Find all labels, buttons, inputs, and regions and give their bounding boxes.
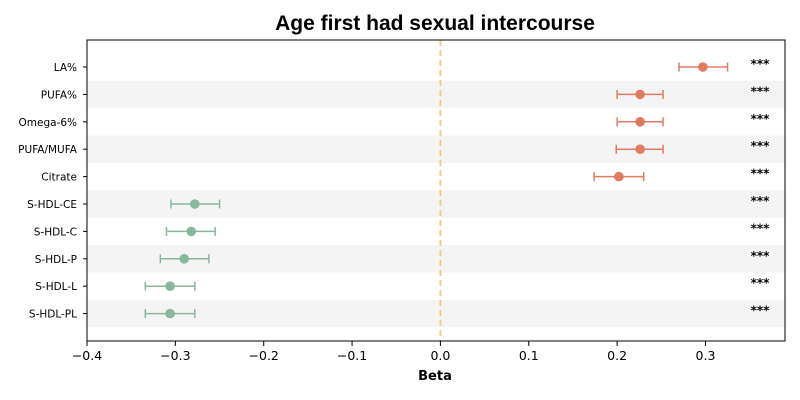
chart-title: Age first had sexual intercourse — [275, 12, 595, 35]
x-tick-label: 0.3 — [696, 348, 716, 363]
data-marks — [144, 62, 729, 319]
y-tick-label: S-HDL-PL — [29, 309, 77, 321]
x-axis-label: Beta — [418, 369, 452, 384]
beta-point — [165, 281, 175, 292]
y-tick-label: S-HDL-C — [34, 226, 77, 238]
significance-label: *** — [751, 276, 771, 290]
beta-point — [189, 199, 200, 209]
significance-label: *** — [751, 112, 771, 126]
x-tick-label: 0.2 — [607, 348, 627, 363]
beta-point — [179, 253, 189, 264]
y-tick-label: S-HDL-CE — [27, 199, 77, 211]
significance-label: *** — [751, 84, 771, 98]
plot-frame — [86, 39, 786, 342]
beta-point — [635, 117, 645, 127]
significance-label: *** — [751, 249, 771, 263]
significance-labels: *** *** *** *** *** *** *** *** *** *** — [751, 57, 771, 318]
beta-point — [635, 89, 645, 100]
significance-label: *** — [751, 139, 771, 153]
significance-label: *** — [751, 167, 771, 181]
row-bands — [87, 80, 785, 328]
x-tick-label: 0.1 — [519, 348, 539, 363]
significance-label: *** — [751, 304, 771, 318]
y-tick-label: Omega-6% — [19, 117, 78, 129]
y-tick-label: PUFA% — [41, 89, 77, 101]
y-tick-label: S-HDL-P — [35, 254, 77, 266]
beta-point — [635, 144, 645, 154]
y-tick-labels: LA% PUFA% Omega-6% PUFA/MUFA Citrate S-HDL-CE… — [18, 62, 87, 321]
beta-point — [698, 62, 708, 72]
beta-point — [614, 171, 624, 182]
significance-label: *** — [751, 221, 771, 235]
beta-point — [186, 226, 197, 237]
y-tick-label: S-HDL-L — [35, 281, 77, 293]
x-tick-label: −0.3 — [160, 348, 190, 363]
x-tick-label: −0.4 — [72, 348, 102, 363]
y-tick-label: LA% — [54, 62, 77, 74]
significance-label: *** — [751, 194, 771, 208]
row-band — [87, 135, 785, 163]
y-tick-label: Citrate — [41, 172, 77, 184]
x-tick-label: 0.0 — [430, 348, 450, 363]
row-band — [87, 299, 785, 328]
row-band — [87, 80, 785, 109]
x-tick-label: −0.1 — [337, 348, 367, 363]
significance-label: *** — [751, 57, 771, 71]
y-tick-label: PUFA/MUFA — [18, 144, 78, 156]
x-tick-label: −0.2 — [249, 348, 279, 363]
beta-point — [165, 308, 175, 319]
x-axis-ticks: −0.4 −0.3 −0.2 −0.1 0.0 0.1 0.2 0.3 — [72, 341, 716, 363]
